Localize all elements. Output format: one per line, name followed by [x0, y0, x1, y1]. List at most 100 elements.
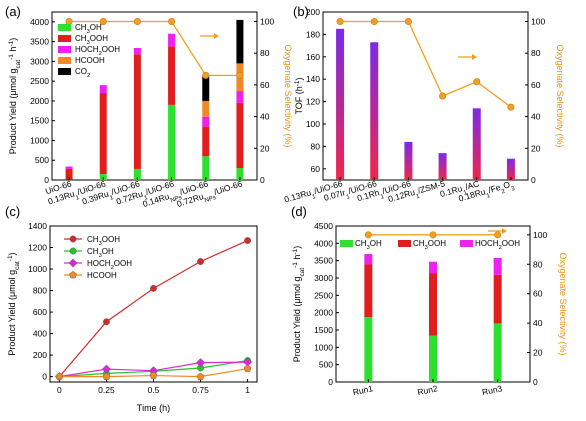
- legend-label: CO2: [75, 67, 90, 79]
- y-tick-label: 3000: [314, 273, 333, 283]
- y2-tick-label: 60: [260, 80, 270, 90]
- y2-tick-label: 40: [260, 112, 270, 122]
- marker-pentagon: [149, 371, 158, 379]
- y2-tick-label: 100: [260, 17, 274, 27]
- bar: [404, 141, 413, 180]
- legend-swatch: [58, 24, 71, 31]
- legend-swatch: [58, 35, 71, 42]
- y-axis-title: Product Yield (μmol gcat-1): [7, 252, 21, 355]
- y2-tick-label: 80: [531, 48, 541, 58]
- bar: [472, 108, 481, 180]
- y-tick-label: 2000: [314, 308, 333, 318]
- marker-pentagon: [102, 372, 111, 380]
- y-tick-label: 60: [311, 164, 321, 174]
- plot-frame: [51, 11, 258, 181]
- bar-segment: [429, 273, 437, 336]
- selectivity-point: [507, 103, 515, 111]
- y-tick-label: 800: [33, 286, 47, 296]
- legend-label: CH3OH: [75, 23, 102, 35]
- legend-label: HCOOH: [87, 271, 117, 280]
- y-tick-label: 4000: [30, 17, 49, 27]
- selectivity-point: [364, 231, 372, 239]
- y-tick-label: 200: [306, 7, 320, 17]
- marker-circle: [244, 237, 251, 244]
- y-tick-label: 4500: [314, 221, 333, 231]
- y2-tick-label: 0: [533, 377, 538, 387]
- y-tick-label: 100: [306, 119, 320, 129]
- x-tick-label: 0.25: [98, 385, 115, 395]
- bar-segment: [236, 91, 244, 103]
- bar-segment: [99, 85, 107, 94]
- y2-tick-label: 60: [533, 289, 543, 299]
- y2-tick-label: 0: [260, 175, 265, 185]
- bar-segment: [493, 323, 502, 382]
- marker-pentagon: [243, 364, 252, 372]
- y-tick-label: 1200: [28, 243, 47, 253]
- x-tick-label: 1: [245, 385, 250, 395]
- y2-tick-label: 40: [531, 112, 541, 122]
- selectivity-point: [99, 18, 107, 26]
- bar-segment: [364, 317, 373, 382]
- bar-segment: [493, 274, 502, 324]
- y-tick-label: 3000: [30, 56, 49, 66]
- y-tick-label: 80: [311, 141, 321, 151]
- x-axis-title: Time (h): [137, 403, 170, 413]
- legend-label: HOCH2OOH: [75, 45, 120, 57]
- y-tick-label: 1500: [30, 116, 49, 126]
- panel-label: (d): [291, 204, 307, 219]
- x-tick-label: 0.5: [148, 385, 160, 395]
- bar-segment: [493, 257, 502, 275]
- marker-diamond: [196, 358, 206, 368]
- y2-axis-title: Oxygenate Selectivity (%): [283, 44, 293, 147]
- bar-segment: [202, 100, 210, 117]
- legend-swatch: [58, 46, 71, 53]
- bar: [506, 158, 515, 180]
- selectivity-point: [439, 92, 447, 100]
- legend-label: HOCH2OOH: [475, 239, 520, 251]
- y-tick-label: 2500: [30, 76, 49, 86]
- legend-label: CH3OH: [87, 247, 114, 259]
- y-tick-label: 1000: [314, 342, 333, 352]
- bar-segment: [202, 126, 210, 157]
- bar-segment: [236, 102, 244, 169]
- y-tick-label: 0: [44, 175, 49, 185]
- bar: [336, 28, 345, 180]
- y-tick-label: 500: [319, 360, 333, 370]
- x-tick-label: 0: [57, 385, 62, 395]
- y-tick-label: 2000: [30, 96, 49, 106]
- legend-label: CH3OOH: [87, 235, 120, 247]
- marker-circle: [69, 235, 77, 243]
- selectivity-point: [336, 18, 344, 26]
- marker-pentagon: [69, 270, 77, 279]
- x-tick-label: Run1: [352, 383, 374, 397]
- y2-tick-label: 40: [533, 318, 543, 328]
- panel-label: (a): [5, 4, 21, 19]
- bar-segment: [429, 261, 437, 274]
- y-tick-label: 1400: [28, 221, 47, 231]
- y2-tick-label: 20: [533, 348, 543, 358]
- legend-swatch: [460, 240, 473, 247]
- legend-swatch: [58, 68, 71, 75]
- bar: [438, 153, 447, 180]
- y-tick-label: 140: [306, 74, 320, 84]
- bar-segment: [133, 168, 141, 180]
- x-tick-label: 0.72RuNPs/UiO-66: [176, 178, 245, 212]
- y2-tick-label: 0: [531, 175, 536, 185]
- selectivity-point: [133, 18, 141, 26]
- y2-tick-label: 100: [533, 230, 547, 240]
- legend-label: CH3OH: [355, 239, 382, 251]
- selectivity-line: [69, 20, 240, 77]
- bar-segment: [65, 168, 73, 180]
- legend-label: HCOOH: [75, 56, 105, 65]
- legend-swatch: [340, 240, 353, 247]
- x-tick-label: Run3: [481, 383, 503, 397]
- selectivity-line: [340, 20, 512, 108]
- y2-tick-label: 80: [260, 48, 270, 58]
- marker-circle: [197, 258, 204, 265]
- bar-segment: [364, 264, 373, 318]
- bar-segment: [133, 47, 141, 55]
- y-tick-label: 2500: [314, 290, 333, 300]
- y2-tick-label: 20: [260, 143, 270, 153]
- bar-segment: [236, 19, 244, 64]
